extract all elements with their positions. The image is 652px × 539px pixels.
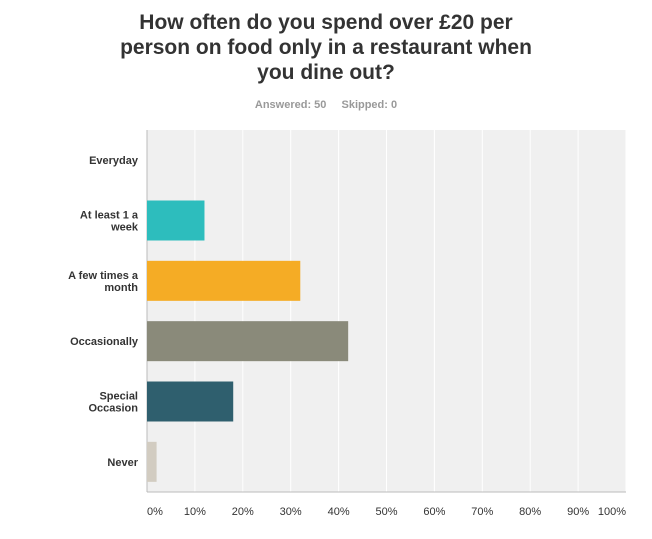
x-tick-label: 10% xyxy=(184,506,206,518)
category-label: At least 1 a xyxy=(80,210,139,222)
response-summary: Answered: 50 Skipped: 0 xyxy=(0,99,652,111)
x-tick-label: 100% xyxy=(598,506,626,518)
category-label: Never xyxy=(107,457,138,469)
bar xyxy=(147,381,234,422)
category-label: Special xyxy=(99,391,138,403)
answered-count: Answered: 50 xyxy=(254,99,327,111)
bar xyxy=(147,200,205,241)
x-tick-label: 80% xyxy=(519,506,541,518)
bar xyxy=(147,321,349,362)
x-tick-label: 0% xyxy=(147,506,163,518)
category-label: week xyxy=(110,222,139,234)
x-tick-label: 50% xyxy=(375,506,397,518)
category-label: Occasionally xyxy=(70,336,139,348)
x-tick-label: 90% xyxy=(567,506,589,518)
skipped-count: Skipped: 0 xyxy=(341,99,398,111)
category-label: month xyxy=(104,282,138,294)
x-tick-label: 60% xyxy=(423,506,445,518)
x-tick-label: 30% xyxy=(280,506,302,518)
x-tick-label: 70% xyxy=(471,506,493,518)
chart-title: How often do you spend over £20 per pers… xyxy=(120,11,532,84)
x-tick-label: 40% xyxy=(328,506,350,518)
category-label: A few times a xyxy=(68,270,139,282)
x-tick-label: 20% xyxy=(232,506,254,518)
category-label: Everyday xyxy=(89,155,139,167)
bar xyxy=(147,441,157,482)
category-label: Occasion xyxy=(88,403,138,415)
bar xyxy=(147,260,301,301)
